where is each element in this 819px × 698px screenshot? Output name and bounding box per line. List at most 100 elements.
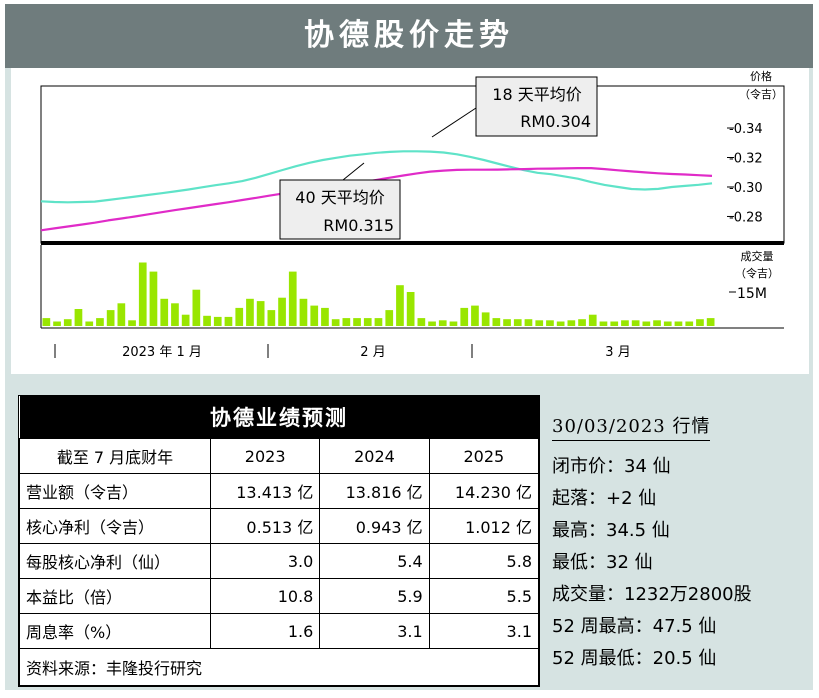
volume-bar [696, 319, 704, 326]
callout-18-day-name: 18 天平均价 [492, 85, 581, 104]
volume-bar [203, 315, 211, 326]
quote-panel: 30/03/2023 行情 闭市价：34 仙 起落：+2 仙 最高：34.5 仙… [552, 412, 814, 675]
table-cell: 3.1 [319, 613, 430, 649]
callout-leader-18-day [431, 107, 477, 138]
quote-volume: 成交量：1232万2800股 [552, 584, 752, 605]
volume-bar [631, 320, 640, 326]
volume-bar [471, 305, 479, 326]
row-label: 本益比（倍） [19, 578, 211, 614]
price-tick-label: -0.34 [729, 122, 763, 137]
table-cell: 14.230 亿 [428, 473, 540, 509]
volume-bar [96, 318, 104, 326]
volume-bar [42, 318, 51, 326]
price-axis: 价格 （令吉） -0.34 -0.32 -0.30 -0.28 [729, 69, 783, 225]
chart-panel: 价格 （令吉） -0.34 -0.32 -0.30 -0.28 成交量 （令吉） 15… [11, 68, 809, 374]
table-row: 周息率（%） 1.6 3.1 3.1 [19, 613, 540, 649]
volume-bar [192, 289, 201, 326]
volume-bar [128, 320, 136, 326]
table-cell: 3.0 [209, 543, 321, 579]
volume-bar [428, 321, 436, 326]
volume-bar [621, 320, 629, 326]
volume-bar [74, 309, 83, 326]
volume-bar [492, 318, 501, 326]
table-row: 营业额（令吉） 13.413 亿 13.816 亿 14.230 亿 [19, 473, 540, 509]
volume-bar [224, 316, 233, 326]
volume-bar [438, 320, 447, 326]
header-cell: 2024 [319, 438, 430, 474]
x-label-mar: 3 月 [605, 345, 630, 360]
table-header-row: 截至 7 月底财年 2023 2024 2025 [19, 438, 540, 474]
volume-bar [524, 319, 533, 326]
volume-bar [642, 321, 651, 326]
volume-bar [599, 321, 608, 326]
volume-bar [288, 271, 297, 326]
source-row: 资料来源：丰隆投行研究 [19, 648, 539, 686]
volume-bar [363, 318, 372, 326]
volume-bar [299, 298, 308, 326]
volume-bar [106, 310, 115, 326]
volume-bar [213, 316, 222, 326]
page-title: 协德股价走势 [304, 18, 514, 53]
table-cell: 3.1 [428, 613, 540, 649]
volume-bar [588, 314, 597, 326]
volume-bar [374, 318, 383, 326]
table-cell: 5.8 [428, 543, 540, 579]
forecast-table: 协德业绩预测 截至 7 月底财年 2023 2024 2025 营业额（令吉） … [19, 396, 540, 686]
table-cell: 10.8 [209, 578, 321, 614]
table-row: 每股核心净利（仙） 3.0 5.4 5.8 [19, 543, 540, 579]
title-band [5, 4, 813, 68]
quote-low: 最低：32 仙 [552, 552, 653, 573]
callout-box-18-day [475, 76, 598, 137]
x-label-feb: 2 月 [360, 345, 385, 360]
price-tick-label: -0.32 [729, 151, 763, 166]
volume-bar [685, 321, 694, 326]
source-note: 资料来源：丰隆投行研究 [19, 648, 539, 686]
volume-bar [449, 321, 458, 326]
price-tick-label: -0.30 [729, 181, 763, 196]
table-cell: 0.513 亿 [209, 508, 321, 544]
row-label: 每股核心净利（仙） [19, 543, 211, 579]
volume-bar [460, 307, 469, 326]
volume-bar [706, 318, 715, 326]
volume-bar [535, 320, 544, 326]
quote-date: 30/03/2023 行情 [552, 412, 711, 441]
volume-bar [171, 303, 179, 326]
callout-40-day-value: RM0.315 [323, 216, 394, 235]
volume-axis: 成交量 （令吉） 15M [735, 249, 779, 302]
forecast-table-box: 协德业绩预测 截至 7 月底财年 2023 2024 2025 营业额（令吉） … [18, 395, 540, 687]
volume-bar [117, 303, 126, 326]
table-cell: 5.4 [319, 543, 430, 579]
volume-bar [653, 320, 661, 326]
table-cell: 1.6 [209, 613, 321, 649]
volume-bar [385, 310, 394, 326]
volume-bar [149, 271, 158, 326]
volume-bar [138, 262, 147, 326]
volume-bar [181, 314, 190, 326]
volume-bar [503, 319, 511, 326]
volume-bar [310, 305, 319, 326]
table-cell: 5.9 [319, 578, 430, 614]
volume-bar [85, 321, 94, 326]
volume-axis-label-line1: 成交量 [741, 249, 774, 263]
volume-bar [63, 319, 72, 326]
volume-bars [42, 262, 715, 326]
volume-bar [342, 318, 351, 326]
table-cell: 5.5 [428, 578, 540, 614]
volume-bar [674, 321, 683, 326]
row-label: 营业额（令吉） [19, 473, 211, 509]
quote-close: 闭市价：34 仙 [552, 456, 671, 477]
table-cell: 0.943 亿 [319, 508, 430, 544]
row-label: 核心净利（令吉） [19, 508, 211, 544]
volume-bar [267, 310, 276, 326]
price-tick-label: -0.28 [729, 210, 763, 225]
volume-bar [556, 321, 565, 326]
volume-bar [663, 321, 672, 326]
volume-bar [610, 321, 619, 326]
header-cell: 2023 [209, 438, 321, 474]
volume-bar [567, 320, 576, 326]
callout-leader-40-day [342, 162, 365, 181]
volume-bar [278, 297, 286, 326]
volume-bar [235, 307, 244, 326]
volume-bar [321, 307, 329, 326]
table-cell: 13.413 亿 [209, 473, 321, 509]
